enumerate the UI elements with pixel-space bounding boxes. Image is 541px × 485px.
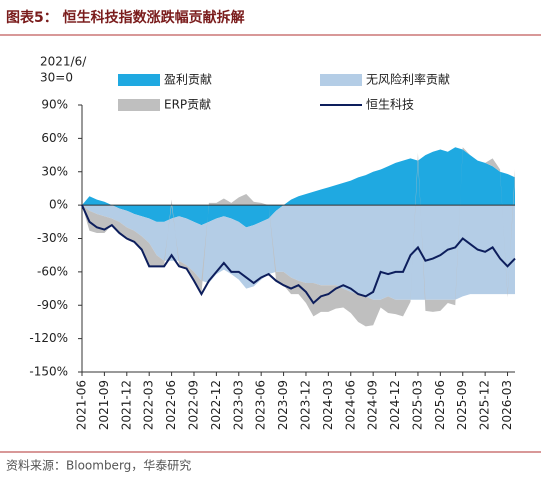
x-tick-label: 2024-12	[388, 380, 402, 430]
x-tick-label: 2023-09	[276, 380, 290, 430]
annotation: 30=0	[40, 71, 73, 85]
source: 资料来源：Bloomberg，华泰研究	[6, 458, 191, 473]
x-tick-label: 2024-03	[321, 380, 335, 430]
y-tick-label: -150%	[29, 365, 68, 379]
x-tick-label: 2024-06	[343, 380, 357, 430]
legend-label: 盈利贡献	[164, 72, 212, 87]
x-tick-label: 2023-06	[254, 380, 268, 430]
legend-swatch	[118, 74, 160, 86]
x-tick-label: 2022-06	[164, 380, 178, 430]
y-tick-label: 30%	[41, 164, 68, 178]
x-tick-label: 2021-09	[97, 380, 111, 430]
y-tick-label: 0%	[49, 198, 68, 212]
legend-swatch	[320, 74, 362, 86]
legend-swatch	[118, 99, 160, 111]
chart-title: 图表5： 恒生科技指数涨跌幅贡献拆解	[6, 9, 245, 26]
x-tick-label: 2022-03	[142, 380, 156, 430]
y-tick-label: -90%	[37, 298, 68, 312]
y-tick-label: 90%	[41, 98, 68, 112]
y-tick-label: -60%	[37, 264, 68, 278]
x-tick-label: 2025-12	[478, 380, 492, 430]
x-tick-label: 2025-09	[455, 380, 469, 430]
x-tick-label: 2021-06	[75, 380, 89, 430]
annotation: 2021/6/	[40, 55, 87, 69]
legend-label: 无风险利率贡献	[366, 72, 450, 87]
legend-label: ERP贡献	[164, 97, 211, 112]
line	[81, 204, 516, 305]
y-tick-label: -120%	[29, 331, 68, 345]
x-tick-label: 2021-12	[119, 380, 133, 430]
x-tick-label: 2022-09	[186, 380, 200, 430]
x-tick-label: 2026-03	[500, 380, 514, 430]
y-tick-label: -30%	[37, 231, 68, 245]
x-tick-label: 2023-03	[231, 380, 245, 430]
x-tick-label: 2024-09	[366, 380, 380, 430]
legend-label: 恒生科技	[366, 98, 414, 112]
y-tick-label: 60%	[41, 131, 68, 145]
area	[82, 147, 515, 228]
x-tick-label: 2025-06	[433, 380, 447, 430]
area	[82, 147, 515, 327]
x-tick-label: 2022-12	[209, 380, 223, 430]
x-tick-label: 2023-12	[298, 380, 312, 430]
x-tick-label: 2025-03	[410, 380, 424, 430]
area	[82, 205, 515, 300]
